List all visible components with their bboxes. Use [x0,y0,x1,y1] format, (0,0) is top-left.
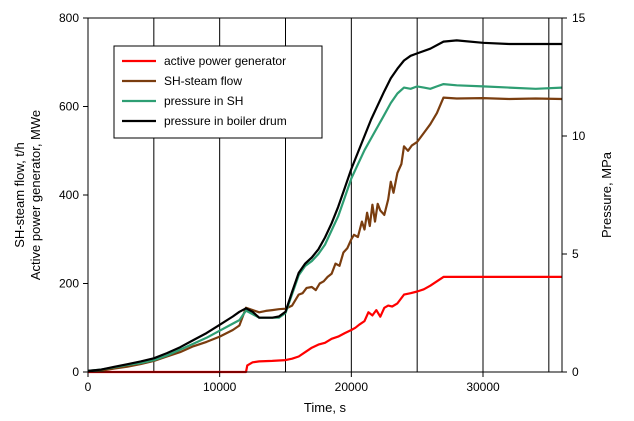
series-line-4 [87,39,562,372]
y-right-tick-label: 15 [572,11,586,25]
x-tick-label: 0 [85,380,92,394]
legend-label-3: pressure in SH [164,94,243,108]
legend-label-2: SH-steam flow [164,74,242,88]
y-left-tick-label: 200 [59,277,79,291]
y-right-tick-label: 0 [572,365,579,379]
legend-label-1: active power generator [164,54,286,68]
legend-label-4: pressure in boiler drum [164,114,287,128]
series-line-3 [87,82,563,372]
ticks-layer: 0 10000 20000 30000 0 200 400 600 800 0 5 10 15 [59,11,586,394]
x-tick-label: 30000 [466,380,500,394]
series-line-2 [87,96,563,373]
y-left-axis-title-line1: SH-steam flow, t/h [12,142,27,247]
series-line-1 [88,275,562,374]
x-axis-title: Time, s [304,400,347,415]
legend: active power generator SH-steam flow press… [113,45,323,139]
x-tick-label: 10000 [203,380,237,394]
y-left-tick-label: 800 [59,11,79,25]
y-right-axis-title: Pressure, MPa [599,151,614,238]
y-right-tick-label: 10 [572,129,586,143]
y-right-tick-label: 5 [572,247,579,261]
y-left-axis-title-line2: Active power generator, MWe [28,110,43,280]
y-left-tick-label: 0 [72,365,79,379]
series-layer [87,39,563,374]
y-left-tick-label: 400 [59,188,79,202]
y-left-tick-label: 600 [59,100,79,114]
x-tick-label: 20000 [335,380,369,394]
